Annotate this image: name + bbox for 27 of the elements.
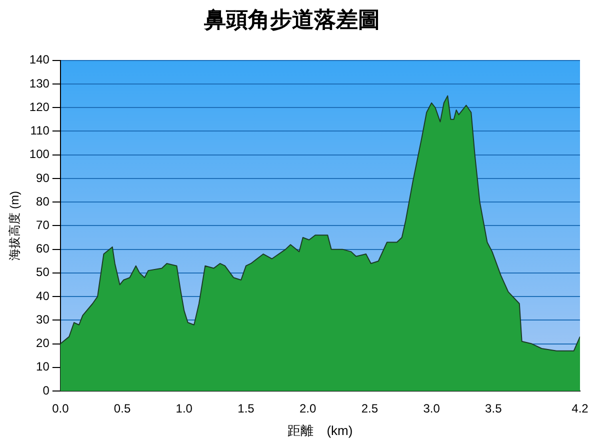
x-tick-label: 4.2 — [572, 402, 589, 416]
x-tick-label: 3.0 — [423, 402, 440, 416]
y-tick-label: 130 — [29, 76, 50, 90]
y-tick-label: 90 — [36, 170, 50, 185]
y-tick-label: 110 — [30, 124, 50, 138]
y-tick-label: 100 — [29, 147, 50, 162]
x-tick-label: 2.0 — [299, 402, 317, 416]
y-tick-label: 140 — [29, 52, 50, 67]
y-tick-label: 50 — [36, 265, 50, 280]
y-tick-label: 80 — [36, 194, 50, 208]
x-tick-label: 1.0 — [176, 402, 193, 416]
x-tick-label: 2.5 — [361, 402, 378, 416]
x-tick-label: 3.5 — [485, 402, 502, 416]
y-tick-label: 30 — [36, 312, 50, 326]
y-tick-label: 20 — [36, 336, 50, 350]
chart-title: 鼻頭角步道落差圖 — [203, 6, 380, 33]
y-tick-label: 10 — [36, 360, 50, 374]
x-tick-label: 0.5 — [114, 402, 131, 416]
y-axis-title: 海拔高度 (m) — [8, 191, 22, 260]
y-tick-label: 40 — [36, 288, 50, 303]
y-tick-label: 120 — [29, 100, 50, 114]
x-tick-label: 0.0 — [52, 402, 70, 416]
x-tick-label: 1.5 — [238, 402, 255, 416]
y-tick-label: 60 — [36, 242, 50, 256]
y-tick-label: 70 — [36, 218, 50, 232]
y-tick-label: 0 — [42, 383, 50, 398]
x-axis-title: 距離 (km) — [288, 422, 353, 438]
